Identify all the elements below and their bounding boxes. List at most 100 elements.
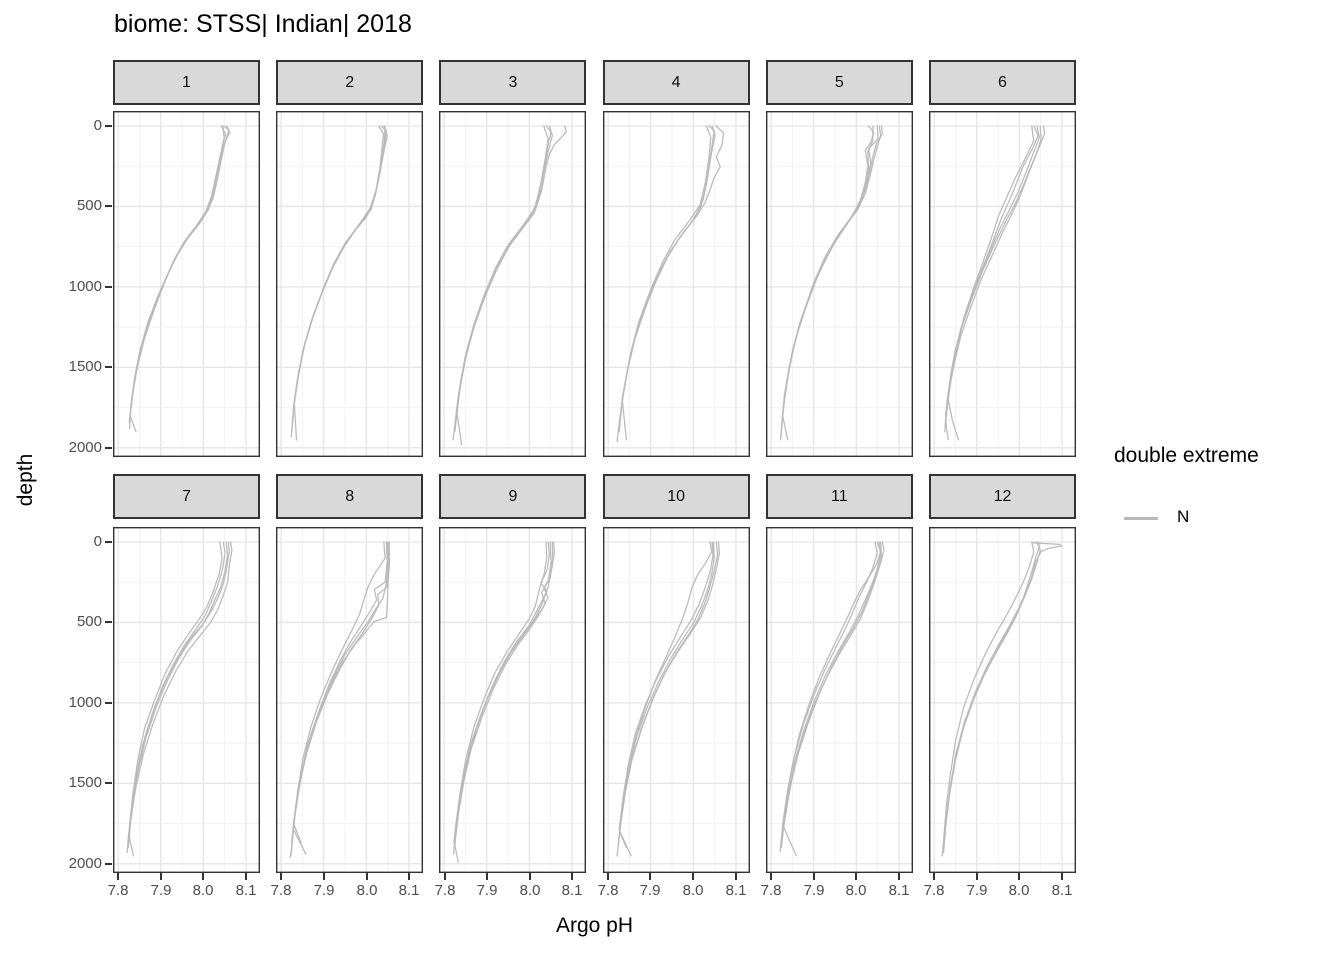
x-tick-label: 8.1	[725, 882, 747, 899]
y-tick-label: 0	[93, 533, 102, 550]
facet-panel-4	[602, 111, 750, 457]
x-tick-mark	[976, 873, 978, 880]
x-tick-mark	[770, 873, 772, 880]
facet-strip-9: 9	[439, 474, 587, 519]
facet-panel-9	[439, 527, 587, 873]
facet-strip-label: 9	[508, 487, 518, 505]
facet-strip-8: 8	[276, 474, 424, 519]
y-tick-mark	[105, 125, 112, 127]
facet-strip-label: 5	[834, 73, 844, 91]
profile-line	[127, 541, 223, 846]
facet-strip-2: 2	[276, 60, 424, 105]
facet-strip-label: 7	[182, 487, 191, 505]
legend-entry: N	[1114, 506, 1334, 530]
facet-panel-10	[602, 527, 750, 873]
profile-line	[127, 541, 233, 849]
x-tick-label: 8.0	[519, 882, 541, 899]
x-tick-label: 8.0	[356, 882, 378, 899]
profile-line	[292, 541, 389, 855]
profile-line	[947, 125, 1035, 441]
x-tick-mark	[323, 873, 325, 880]
facet-strip-label: 4	[671, 73, 681, 91]
x-tick-mark	[1061, 873, 1063, 880]
facet-strip-label: 3	[508, 73, 518, 91]
profile-line	[779, 125, 874, 441]
x-tick-label: 7.8	[270, 882, 292, 899]
x-tick-mark	[408, 873, 410, 880]
facet-panel-8	[276, 527, 424, 873]
x-tick-mark	[855, 873, 857, 880]
x-tick-mark	[366, 873, 368, 880]
y-tick-label: 2000	[68, 439, 102, 456]
profile-line	[453, 541, 556, 855]
profile-line	[616, 125, 712, 443]
profile-line	[617, 541, 720, 846]
y-tick-label: 1000	[68, 278, 102, 295]
x-tick-mark	[245, 873, 247, 880]
profile-line	[779, 541, 878, 852]
y-tick-mark	[105, 447, 112, 449]
legend: double extreme N	[1114, 444, 1334, 530]
x-tick-mark	[529, 873, 531, 880]
x-tick-mark	[1018, 873, 1020, 880]
x-tick-mark	[280, 873, 282, 880]
facet-panel-11	[765, 527, 913, 873]
facet-strip-label: 8	[345, 487, 355, 505]
y-tick-mark	[105, 205, 112, 207]
x-tick-label: 7.8	[434, 882, 456, 899]
x-tick-mark	[692, 873, 694, 880]
x-axis-title: Argo pH	[555, 914, 634, 937]
x-tick-mark	[160, 873, 162, 880]
y-tick-mark	[105, 621, 112, 623]
facet-strip-label: 1	[182, 73, 191, 91]
facet-strip-10: 10	[602, 474, 750, 519]
facet-strip-label: 10	[667, 487, 685, 505]
y-tick-label: 500	[76, 197, 102, 214]
profile-line	[943, 541, 1041, 846]
facet-strip-11: 11	[765, 474, 913, 519]
y-tick-label: 1000	[68, 694, 102, 711]
x-tick-mark	[735, 873, 737, 880]
x-tick-label: 7.8	[597, 882, 619, 899]
y-tick-mark	[105, 782, 112, 784]
y-tick-mark	[105, 286, 112, 288]
facet-strip-label: 2	[345, 73, 355, 91]
facet-panel-6	[929, 111, 1076, 457]
profile-line	[127, 541, 226, 844]
x-tick-mark	[607, 873, 609, 880]
facet-strip-5: 5	[765, 60, 913, 105]
facet-strip-label: 11	[830, 487, 848, 505]
y-tick-label: 1500	[68, 774, 102, 791]
profile-line	[454, 541, 553, 863]
profile-line	[618, 541, 714, 857]
x-tick-mark	[649, 873, 651, 880]
x-tick-label: 8.1	[1051, 882, 1073, 899]
x-tick-mark	[444, 873, 446, 880]
facet-strip-6: 6	[929, 60, 1076, 105]
facet-strip-1: 1	[113, 60, 260, 105]
x-tick-label: 8.0	[845, 882, 867, 899]
facet-strip-label: 6	[998, 73, 1007, 91]
x-tick-label: 7.8	[923, 882, 945, 899]
facet-strip-7: 7	[113, 474, 260, 519]
y-tick-mark	[105, 863, 112, 865]
y-tick-label: 1500	[68, 358, 102, 375]
x-tick-label: 7.9	[966, 882, 988, 899]
x-tick-mark	[898, 873, 900, 880]
y-tick-mark	[105, 702, 112, 704]
profile-line	[941, 541, 1035, 857]
x-tick-label: 7.9	[313, 882, 335, 899]
profile-line	[780, 541, 882, 842]
facet-panel-3	[439, 111, 587, 457]
x-tick-mark	[117, 873, 119, 880]
y-tick-label: 500	[76, 613, 102, 630]
x-tick-label: 8.1	[398, 882, 420, 899]
profile-line	[452, 125, 550, 441]
y-tick-label: 0	[93, 117, 102, 134]
x-tick-label: 7.8	[107, 882, 129, 899]
facet-strip-label: 12	[993, 487, 1012, 505]
x-tick-label: 8.1	[235, 882, 257, 899]
x-tick-label: 8.0	[1008, 882, 1030, 899]
profile-line	[293, 125, 386, 441]
